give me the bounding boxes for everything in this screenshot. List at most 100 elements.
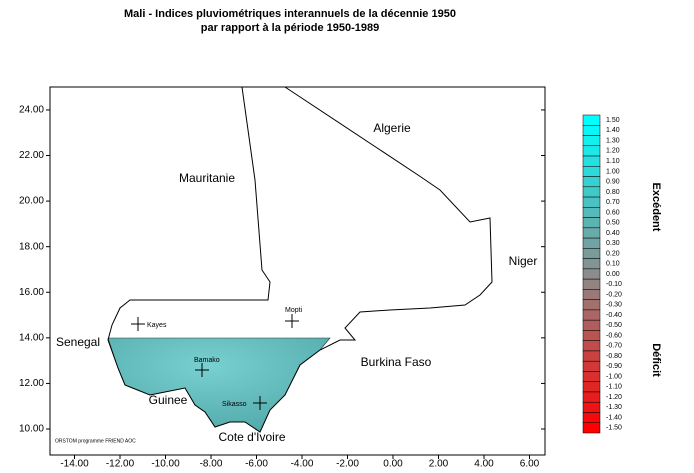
city-label: Sikasso: [222, 401, 247, 408]
y-tick-label: 22.00: [19, 150, 44, 161]
y-tick-label: 24.00: [19, 105, 44, 116]
legend-tick-label: -0.90: [606, 363, 622, 370]
city-marker: [285, 314, 299, 328]
legend-label: Déficit: [650, 343, 662, 377]
legend-swatch: [582, 155, 601, 167]
city-marker: [195, 363, 209, 377]
title-line: par rapport à la période 1950-1989: [201, 22, 380, 34]
legend-swatch: [582, 166, 601, 177]
legend-tick-label: 0.20: [606, 250, 620, 257]
legend-tick-label: 0.90: [606, 179, 620, 186]
legend-swatch: [582, 330, 601, 341]
legend-swatch: [582, 135, 601, 147]
legend-tick-label: -0.40: [606, 312, 622, 319]
legend-tick-label: -0.10: [606, 281, 622, 288]
legend-tick-label: -0.20: [606, 291, 622, 298]
legend-swatch: [582, 268, 601, 280]
legend-swatch: [582, 176, 601, 188]
x-tick-label: -14.00: [60, 459, 89, 470]
city-label: Mopti: [285, 307, 303, 314]
legend-tick-label: 1.20: [606, 148, 620, 155]
legend-tick-label: 0.70: [606, 199, 620, 206]
y-tick-label: 20.00: [19, 196, 44, 207]
x-tick-label: -4.00: [291, 459, 314, 470]
legend-swatch: [582, 309, 601, 321]
y-tick-label: 10.00: [19, 424, 44, 435]
country-label: Niger: [509, 254, 538, 268]
y-tick-label: 14.00: [19, 332, 44, 343]
legend-swatch: [582, 319, 601, 331]
country-label: Cote d'Ivoire: [219, 430, 286, 444]
legend-tick-label: 1.00: [606, 168, 620, 175]
country-label: Mauritanie: [179, 171, 235, 185]
legend-swatch: [582, 196, 601, 208]
legend-tick-label: -1.20: [606, 394, 622, 401]
legend-tick-label: 0.60: [606, 209, 620, 216]
legend-swatch: [582, 248, 601, 259]
credit: ORSTOM programme FRIEND AOC: [55, 438, 136, 444]
legend-swatch: [582, 278, 601, 290]
legend-tick-label: -1.10: [606, 384, 622, 391]
rainfall-field: [107, 337, 331, 433]
city-label: Bamako: [194, 357, 220, 364]
legend-tick-label: 0.30: [606, 240, 620, 247]
map-frame: [49, 86, 546, 456]
city-marker: [253, 396, 267, 410]
legend-swatch: [582, 258, 601, 270]
x-tick-label: 6.00: [520, 459, 540, 470]
legend-tick-label: -1.00: [606, 373, 622, 380]
legend-swatch: [582, 227, 601, 239]
legend-swatch: [582, 371, 601, 382]
title-line: Mali - Indices pluviométriques interannu…: [124, 8, 456, 20]
x-tick-label: 0.00: [383, 459, 403, 470]
x-tick-label: 4.00: [474, 459, 494, 470]
legend-label: Excédent: [650, 183, 662, 232]
country-label: Senegal: [56, 335, 100, 349]
legend-tick-label: -0.70: [606, 343, 622, 350]
legend-swatch: [582, 125, 601, 136]
legend-tick-label: -0.80: [606, 353, 622, 360]
legend-tick-label: 1.40: [606, 127, 620, 134]
legend-swatch: [582, 207, 601, 218]
legend-tick-label: 0.50: [606, 220, 620, 227]
legend-tick-label: -1.40: [606, 414, 622, 421]
x-tick-label: -2.00: [336, 459, 359, 470]
legend-swatch: [582, 114, 601, 126]
place-labels: Algerie Mauritanie Niger Senegal Burkina Fas…: [56, 121, 537, 444]
legend-swatch: [582, 381, 601, 393]
y-tick-label: 16.00: [19, 287, 44, 298]
country-label: Burkina Faso: [361, 355, 432, 369]
legend-tick-label: 1.10: [606, 158, 620, 165]
legend-tick-label: -1.30: [606, 404, 622, 411]
legend-swatch: [582, 422, 601, 434]
legend-tick-label: 1.50: [606, 117, 620, 124]
legend-tick-label: 0.10: [606, 261, 620, 268]
legend-swatch: [582, 350, 601, 362]
x-tick-label: -12.00: [106, 459, 135, 470]
legend-tick-label: -1.50: [606, 425, 622, 432]
y-tick-label: 12.00: [19, 378, 44, 389]
legend-tick-label: 0.40: [606, 230, 620, 237]
axes: -14.00 -12.00 -10.00 -8.00 -6.00 -4.00 -2.00 0.…: [19, 105, 545, 470]
y-tick-label: 18.00: [19, 241, 44, 252]
mali-border: [107, 86, 493, 433]
legend-tick-label: -0.50: [606, 322, 622, 329]
x-tick-label: -8.00: [200, 459, 223, 470]
x-tick-label: -10.00: [151, 459, 180, 470]
legend-swatch: [582, 237, 601, 249]
legend-swatch: [582, 217, 601, 229]
legend-tick-label: 1.30: [606, 137, 620, 144]
legend-swatch: [582, 401, 601, 413]
city-marker: [131, 317, 145, 331]
legend-swatch: [582, 391, 601, 403]
legend-tick-label: 0.80: [606, 189, 620, 196]
legend-swatch: [582, 340, 601, 352]
legend-swatch: [582, 299, 601, 311]
x-tick-label: -6.00: [245, 459, 268, 470]
legend: 1.50 1.40 1.30 1.20 1.10 1.00 0.90 0.80 0.70 0.60…: [582, 114, 662, 434]
legend-tick-label: 0.00: [606, 271, 620, 278]
legend-swatch: [582, 412, 601, 423]
city-label: Kayes: [147, 322, 167, 329]
legend-tick-label: -0.30: [606, 302, 622, 309]
